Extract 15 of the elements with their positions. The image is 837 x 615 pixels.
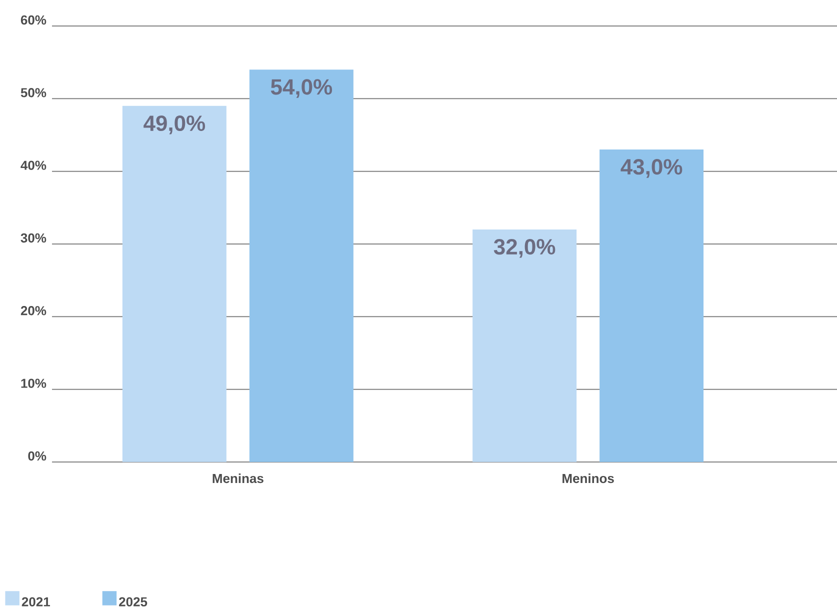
y-tick-label: 30%: [20, 233, 46, 243]
legend-label: 2025: [119, 597, 148, 606]
data-label: 49,0%: [144, 115, 206, 134]
y-tick-label: 50%: [20, 88, 46, 98]
y-tick-label: 0%: [28, 451, 46, 461]
x-tick-label: Meninos: [562, 474, 614, 484]
data-label: 54,0%: [270, 79, 332, 98]
x-tick-label: Meninas: [212, 474, 264, 484]
y-tick-label: 20%: [20, 306, 46, 316]
y-tick-label: 60%: [20, 15, 46, 25]
y-tick-label: 40%: [20, 160, 46, 170]
data-label: 43,0%: [620, 159, 682, 178]
y-tick-label: 10%: [21, 378, 46, 388]
legend-label: 2021: [22, 597, 50, 606]
data-label: 32,0%: [494, 238, 556, 258]
